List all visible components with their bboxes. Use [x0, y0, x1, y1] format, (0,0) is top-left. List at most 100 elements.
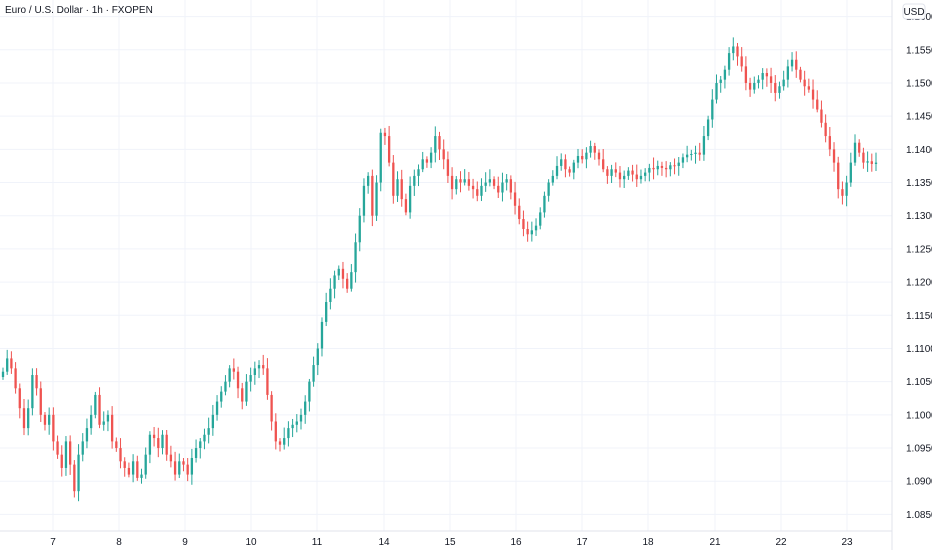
- currency-badge[interactable]: [902, 3, 926, 20]
- candle[interactable]: [602, 148, 605, 173]
- candle[interactable]: [551, 170, 554, 186]
- candle[interactable]: [534, 218, 538, 236]
- candle[interactable]: [89, 405, 93, 435]
- candle[interactable]: [715, 74, 718, 104]
- candle[interactable]: [438, 131, 441, 160]
- candle[interactable]: [182, 458, 185, 472]
- candle[interactable]: [870, 153, 873, 172]
- candle[interactable]: [94, 391, 97, 419]
- candle[interactable]: [106, 410, 110, 432]
- candle[interactable]: [795, 51, 798, 78]
- candle[interactable]: [874, 152, 878, 172]
- candle[interactable]: [648, 163, 651, 182]
- candle[interactable]: [841, 181, 844, 205]
- candle[interactable]: [811, 79, 815, 109]
- candle[interactable]: [287, 421, 290, 447]
- candle[interactable]: [350, 264, 353, 292]
- candle[interactable]: [677, 157, 680, 176]
- candle[interactable]: [274, 413, 277, 450]
- candle[interactable]: [337, 265, 340, 281]
- candle[interactable]: [572, 159, 575, 180]
- candle[interactable]: [341, 261, 345, 289]
- candle[interactable]: [102, 411, 105, 431]
- candle[interactable]: [719, 75, 722, 93]
- candle[interactable]: [211, 404, 215, 436]
- candle[interactable]: [320, 317, 324, 357]
- candle[interactable]: [803, 70, 806, 96]
- candle[interactable]: [362, 178, 366, 223]
- candle[interactable]: [387, 125, 391, 167]
- candle[interactable]: [312, 356, 315, 387]
- candle[interactable]: [278, 438, 282, 452]
- candle[interactable]: [446, 151, 450, 183]
- candle[interactable]: [346, 273, 349, 293]
- candle[interactable]: [555, 156, 559, 180]
- candle[interactable]: [413, 169, 416, 196]
- candle[interactable]: [664, 161, 668, 178]
- candle[interactable]: [22, 398, 26, 436]
- candle[interactable]: [199, 438, 202, 459]
- candle[interactable]: [623, 170, 626, 188]
- candle[interactable]: [807, 78, 811, 93]
- candle[interactable]: [488, 169, 492, 187]
- candle[interactable]: [769, 67, 773, 93]
- candle[interactable]: [236, 366, 240, 399]
- candle[interactable]: [56, 435, 59, 459]
- candle[interactable]: [421, 151, 424, 173]
- candle[interactable]: [190, 448, 194, 485]
- candle[interactable]: [43, 412, 47, 431]
- candle[interactable]: [614, 162, 617, 178]
- candle[interactable]: [434, 126, 437, 163]
- candle[interactable]: [425, 156, 429, 168]
- candle[interactable]: [241, 382, 244, 410]
- candle[interactable]: [849, 152, 852, 187]
- candle[interactable]: [543, 191, 546, 218]
- candle[interactable]: [48, 407, 51, 435]
- candle[interactable]: [140, 468, 143, 484]
- candle[interactable]: [480, 178, 483, 202]
- candle[interactable]: [513, 181, 517, 215]
- candle[interactable]: [329, 278, 332, 310]
- candle[interactable]: [455, 176, 458, 195]
- candle[interactable]: [178, 453, 181, 479]
- candle[interactable]: [652, 157, 655, 180]
- candle[interactable]: [316, 343, 319, 376]
- candle[interactable]: [866, 151, 869, 172]
- candle[interactable]: [597, 149, 601, 166]
- candle[interactable]: [845, 175, 848, 207]
- candle[interactable]: [383, 127, 387, 145]
- candle[interactable]: [723, 65, 727, 89]
- candle[interactable]: [169, 445, 173, 468]
- candle[interactable]: [1, 367, 5, 380]
- candle[interactable]: [748, 77, 752, 97]
- candle[interactable]: [639, 169, 643, 184]
- candle[interactable]: [110, 406, 114, 449]
- candle[interactable]: [245, 374, 248, 406]
- candle[interactable]: [148, 431, 152, 464]
- candle[interactable]: [832, 142, 836, 172]
- candle[interactable]: [727, 47, 731, 76]
- candle[interactable]: [115, 437, 118, 452]
- candle[interactable]: [295, 414, 298, 433]
- candle[interactable]: [6, 349, 9, 375]
- candle[interactable]: [60, 445, 63, 477]
- candle[interactable]: [291, 418, 294, 438]
- candle[interactable]: [790, 52, 794, 72]
- candle[interactable]: [220, 386, 223, 408]
- candle[interactable]: [379, 128, 382, 192]
- candle[interactable]: [186, 458, 189, 482]
- candle[interactable]: [81, 433, 84, 462]
- candle[interactable]: [366, 172, 370, 194]
- candle[interactable]: [862, 147, 865, 169]
- candle[interactable]: [31, 368, 34, 416]
- candle[interactable]: [459, 171, 462, 193]
- candle[interactable]: [476, 181, 479, 202]
- candle[interactable]: [606, 166, 609, 184]
- candle[interactable]: [492, 176, 496, 190]
- candle[interactable]: [685, 145, 689, 163]
- candle[interactable]: [173, 451, 177, 481]
- candle[interactable]: [509, 175, 513, 200]
- price-scale[interactable]: 1.160001.155001.150001.145001.140001.135…: [906, 12, 932, 521]
- candle[interactable]: [706, 115, 710, 141]
- candle[interactable]: [194, 439, 198, 463]
